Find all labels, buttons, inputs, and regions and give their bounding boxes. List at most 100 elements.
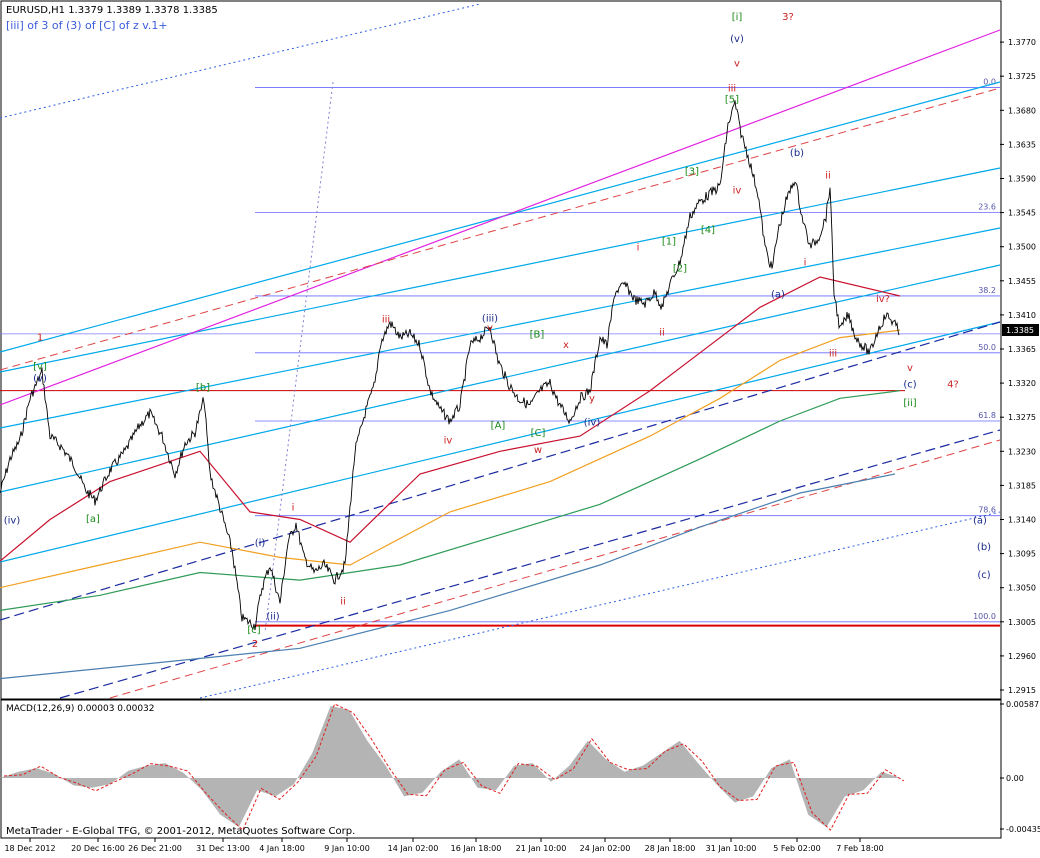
wave-label: ii [340,596,346,607]
x-tick-label: 20 Dec 16:00 [71,844,125,853]
wave-label: (b) [977,542,991,553]
wave-label: (iv) [584,418,601,429]
dashed-trendline [0,87,1001,371]
dotted-trendline [199,511,1001,699]
price-series [0,100,900,631]
wave-label: [1] [662,236,676,247]
wave-label: v [734,58,740,69]
wave-label: 4? [947,380,959,391]
y-tick-label: 1.3320 [1008,379,1036,388]
wave-label: [C] [531,428,546,439]
dashed-trendline [0,321,1001,621]
wave-label: [i] [732,12,743,23]
y-tick-label: 1.3005 [1008,618,1036,627]
fib-label: 78.6 [978,506,996,515]
dashed-trendline [59,429,1001,699]
macd-series: 0.00587 0.00 -0.00435 [0,700,1040,834]
macd-histogram [0,706,900,828]
wave-label: w [534,445,542,456]
wave-label: (iii) [482,314,498,325]
wave-label: [4] [701,225,715,236]
y-tick-label: 1.3635 [1008,140,1036,149]
wave-label: [b] [196,383,210,394]
wave-label: i [292,502,295,513]
wave-label: [5] [725,95,739,106]
wave-label: (iv) [4,515,21,526]
wave-label: [B] [530,330,545,341]
y-tick-label: 1.3095 [1008,550,1036,559]
wave-label: v [907,363,913,374]
y-tick-label: 1.3050 [1008,584,1036,593]
wave-label: iii [382,314,390,325]
wave-label: (i) [255,538,266,549]
macd-tick-label: -0.00435 [1006,825,1040,834]
wave-label: [A] [491,421,506,432]
wave-count-subtitle: [iii] of 3 of (3) of [C] of z v.1+ [6,19,168,32]
x-tick-label: 5 Feb 02:00 [773,844,820,853]
fib-label: 0.0 [983,78,996,87]
price-line [0,100,900,631]
moving-average-3 [0,390,901,611]
x-tick-label: 31 Dec 13:00 [196,844,250,853]
y-tick-label: 1.3275 [1008,413,1036,422]
x-tick-label: 28 Jan 18:00 [645,844,696,853]
wave-label: iv [444,436,453,447]
current-price-text: 1.3385 [1006,326,1034,335]
fib-label: 100.0 [973,612,996,621]
fib-levels: 0.0 23.6 38.2 50.0 61.8 78.6 100.0 [0,78,1000,627]
y-tick-label: 1.3590 [1008,175,1036,184]
channel-line [0,29,1001,406]
wave-label: (v) [730,34,744,45]
y-tick-label: 1.3770 [1008,38,1036,47]
wave-label: 1 [37,333,43,344]
y-tick-label: 1.3725 [1008,72,1036,81]
fib-label: 38.2 [978,286,996,295]
x-tick-label: 9 Jan 10:00 [324,844,370,853]
symbol-header: EURUSD,H1 1.3379 1.3389 1.3378 1.3385 [6,5,218,16]
wave-label: (v) [33,374,47,385]
x-tick-label: 14 Jan 02:00 [388,844,439,853]
wave-label: ii [659,327,665,338]
y-tick-label: 1.2960 [1008,652,1036,661]
fib-label: 61.8 [978,411,996,420]
wave-label: y [589,393,595,404]
wave-label: [3] [685,167,699,178]
macd-label: MACD(12,26,9) 0.00003 0.00032 [6,704,155,714]
moving-average-1 [0,276,901,562]
wave-label: 2 [252,639,258,650]
wave-label: iv [733,186,742,197]
wave-label: (a) [973,515,987,526]
x-tick-label: 24 Jan 02:00 [580,844,631,853]
y-tick-label: 1.3365 [1008,345,1036,354]
wave-label: (a) [771,289,785,300]
fib-label: 50.0 [978,343,996,352]
wave-label: (c) [977,570,990,581]
x-tick-label: 26 Dec 21:00 [128,844,182,853]
y-tick-label: 1.3140 [1008,516,1036,525]
y-tick-label: 1.3500 [1008,243,1036,252]
fib-label: 23.6 [978,203,996,212]
wave-label: iv? [876,294,890,305]
channel-line [0,227,1001,429]
wave-label: [ii] [903,398,916,409]
price-axis: 1.3770 1.3725 1.3680 1.3635 1.3590 1.3545 1.35… [1000,38,1036,695]
dotted-trendline [0,3,481,119]
y-tick-label: 1.3185 [1008,481,1036,490]
wave-label: [c] [247,625,260,636]
moving-average-4 [0,473,896,680]
macd-pane-frame [0,699,1002,839]
wave-label: (ii) [266,612,279,623]
macd-signal-line [3,703,905,831]
wave-label: [v] [33,361,47,372]
channel-line [0,264,1001,493]
wave-label: (c) [903,380,916,391]
y-tick-label: 1.3455 [1008,277,1036,286]
moving-average-2 [0,329,901,589]
channel-line [0,321,1001,563]
wave-label: v [487,323,493,334]
time-axis: 18 Dec 2012 20 Dec 16:00 26 Dec 21:00 31 De… [4,838,884,853]
macd-tick-label: 0.00 [1006,774,1024,783]
wave-label: i [804,258,807,269]
